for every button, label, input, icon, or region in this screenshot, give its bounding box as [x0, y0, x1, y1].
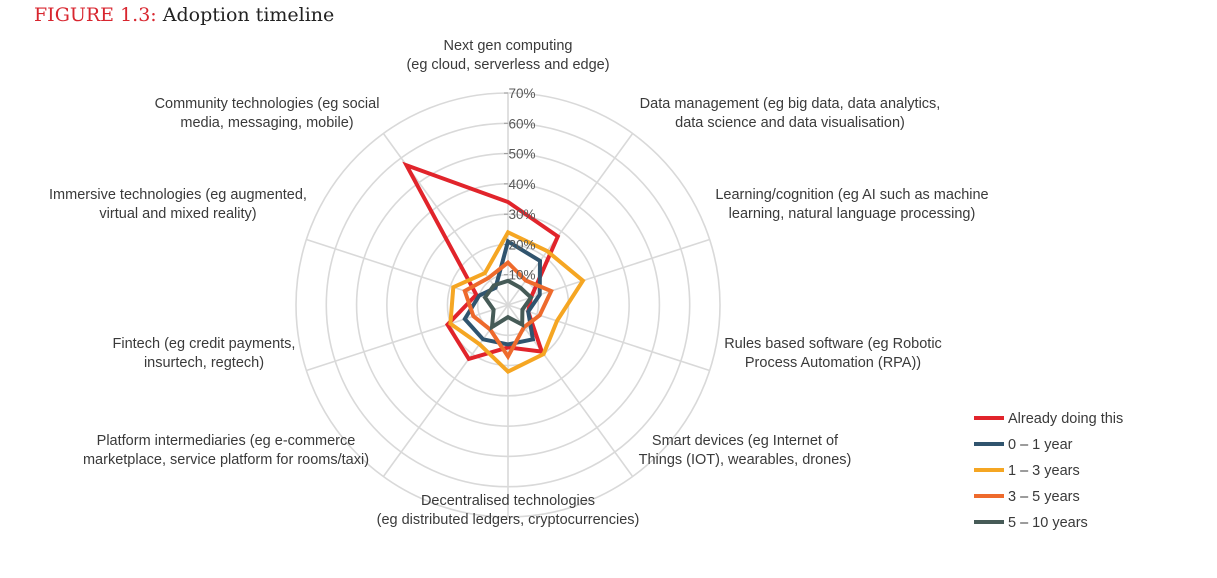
category-label: (eg distributed ledgers, cryptocurrencie… — [377, 512, 640, 528]
category-label: Things (IOT), wearables, drones) — [639, 452, 852, 468]
category-label: Fintech (eg credit payments, — [113, 336, 296, 352]
tick-label: 10% — [508, 268, 535, 283]
grid-spoke — [507, 304, 634, 477]
radar-series — [402, 161, 586, 375]
category-label: marketplace, service platform for rooms/… — [83, 452, 369, 468]
figure-title-text: Adoption timeline — [162, 4, 335, 26]
category-label: virtual and mixed reality) — [99, 206, 256, 222]
tick-label: 50% — [508, 147, 535, 162]
category-label: Decentralised technologies — [421, 493, 595, 509]
category-label: Immersive technologies (eg augmented, — [49, 187, 307, 203]
category-label: Learning/cognition (eg AI such as machin… — [715, 187, 988, 203]
tick-label: 70% — [508, 86, 535, 101]
legend-label: Already doing this — [1008, 411, 1123, 427]
figure-label: FIGURE 1.3: — [34, 4, 157, 26]
legend-label: 5 – 10 years — [1008, 515, 1088, 531]
category-label: learning, natural language processing) — [729, 206, 976, 222]
category-label: Rules based software (eg Robotic — [724, 336, 942, 352]
tick-label: 40% — [508, 177, 535, 192]
tick-label: 60% — [508, 116, 535, 131]
legend-label: 3 – 5 years — [1008, 489, 1080, 505]
category-labels: Next gen computing (eg cloud, serverless … — [49, 38, 989, 528]
legend: Already doing this 0 – 1 year 1 – 3 years 3… — [974, 411, 1123, 531]
category-label: Platform intermediaries (eg e-commerce — [97, 433, 356, 449]
category-label: Process Automation (RPA)) — [745, 355, 921, 371]
category-label: insurtech, regtech) — [144, 355, 264, 371]
grid-spoke — [507, 133, 634, 306]
category-label: media, messaging, mobile) — [180, 115, 353, 131]
category-label: Next gen computing — [444, 38, 573, 54]
category-label: Data management (eg big data, data analy… — [640, 96, 941, 112]
grid-spoke — [382, 304, 509, 477]
tick-label: 20% — [508, 237, 535, 252]
category-label: Smart devices (eg Internet of — [652, 433, 839, 449]
legend-label: 0 – 1 year — [1008, 437, 1073, 453]
tick-label: 30% — [508, 207, 535, 222]
radial-tick-labels: 10% 20% 30% 40% 50% 60% 70% — [508, 86, 535, 283]
category-label: Community technologies (eg social — [155, 96, 380, 112]
legend-label: 1 – 3 years — [1008, 463, 1080, 479]
category-label: (eg cloud, serverless and edge) — [406, 57, 609, 73]
category-label: data science and data visualisation) — [675, 115, 905, 131]
figure-title: FIGURE 1.3: Adoption timeline — [34, 4, 334, 26]
grid-spoke — [306, 304, 509, 372]
